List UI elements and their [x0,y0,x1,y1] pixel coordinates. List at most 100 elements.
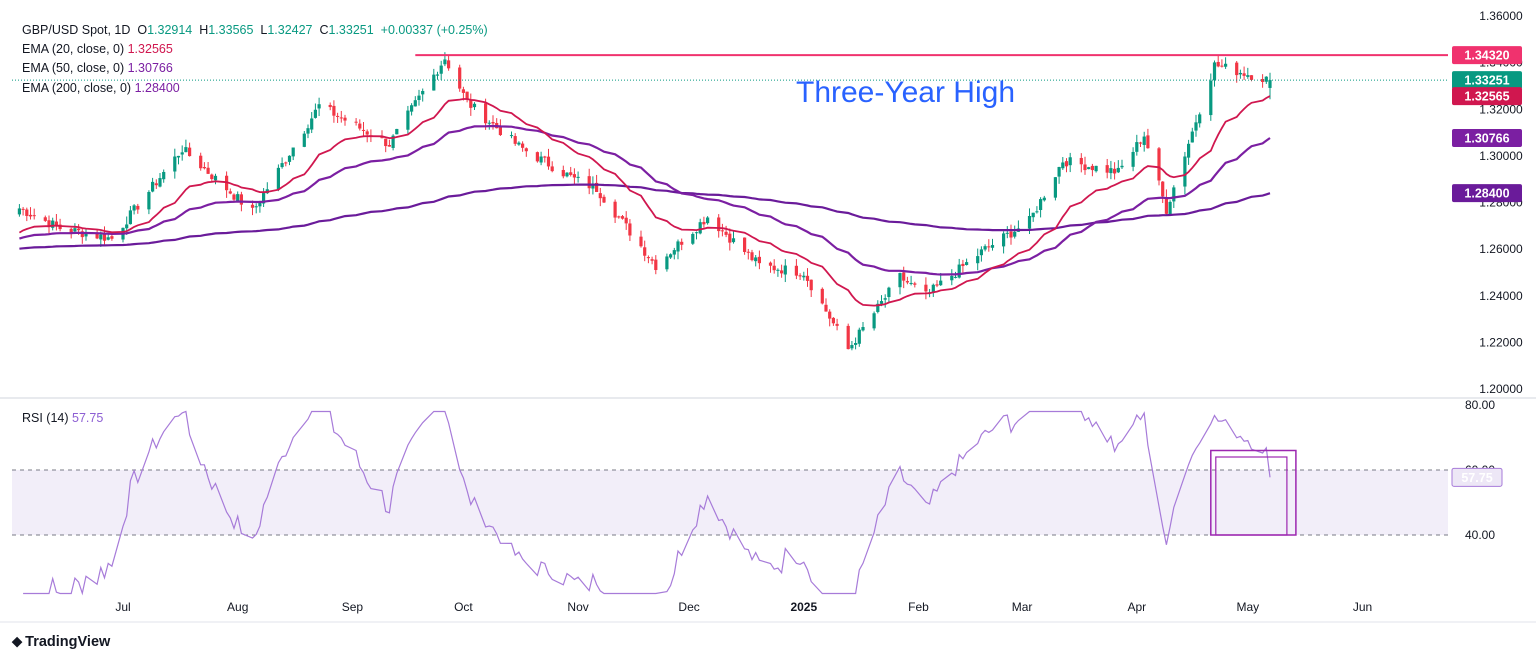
candle[interactable] [332,100,336,123]
candle[interactable] [51,217,55,231]
candle[interactable] [694,231,699,240]
candle[interactable] [1002,231,1006,254]
rsi-line[interactable] [23,410,1271,596]
candle[interactable] [1261,74,1265,88]
candle[interactable] [284,161,288,167]
candle[interactable] [498,119,502,136]
candle[interactable] [1224,57,1228,69]
candle[interactable] [1212,60,1217,87]
candle[interactable] [669,253,673,259]
candle[interactable] [484,98,488,130]
candle[interactable] [546,148,551,170]
candle[interactable] [254,203,258,214]
candle[interactable] [180,145,184,161]
candle[interactable] [931,283,935,297]
candle[interactable] [313,103,317,119]
ema20-line[interactable] [18,95,1271,307]
candle[interactable] [1187,139,1191,165]
legend-ema20[interactable]: EMA (20, close, 0) 1.32565 [22,42,173,56]
candle[interactable] [620,215,625,220]
candle[interactable] [902,266,906,289]
candle[interactable] [1235,61,1239,83]
candle[interactable] [1164,189,1168,216]
candle[interactable] [717,214,721,238]
candle[interactable] [768,261,773,273]
candle[interactable] [731,230,736,244]
candle[interactable] [302,131,306,148]
candle[interactable] [354,118,358,126]
candle[interactable] [672,247,676,260]
candle[interactable] [654,255,658,275]
candle[interactable] [228,188,232,195]
candle[interactable] [1138,141,1143,148]
candle[interactable] [987,239,991,252]
candle[interactable] [225,171,229,198]
candle[interactable] [746,248,750,260]
candle[interactable] [1190,127,1194,143]
candle[interactable] [961,259,965,274]
candle[interactable] [539,151,543,166]
candle[interactable] [1109,160,1113,180]
candle[interactable] [1009,224,1013,245]
candle[interactable] [1068,152,1072,173]
candle[interactable] [1157,147,1161,186]
candle[interactable] [336,112,340,123]
candle[interactable] [199,152,203,171]
candle[interactable] [706,216,710,225]
candle[interactable] [1113,162,1117,180]
candle[interactable] [1135,134,1139,156]
candle[interactable] [780,264,784,278]
candle[interactable] [491,115,495,130]
candle[interactable] [458,64,462,92]
candle[interactable] [617,215,621,219]
candle[interactable] [1116,160,1120,174]
candle[interactable] [628,219,632,242]
candle[interactable] [861,321,865,332]
candle[interactable] [757,250,761,270]
candle[interactable] [1146,128,1150,149]
candle[interactable] [794,259,798,280]
candle[interactable] [317,97,321,117]
candle[interactable] [521,141,525,152]
candle[interactable] [1083,156,1087,175]
legend-ema50[interactable]: EMA (50, close, 0) 1.30766 [22,61,173,75]
rsi-highlight-box-inner[interactable] [1215,456,1288,536]
candle[interactable] [176,155,181,165]
candle[interactable] [950,269,954,286]
candle[interactable] [872,311,876,331]
candle[interactable] [820,287,824,305]
candle[interactable] [487,120,491,130]
candle[interactable] [1087,166,1091,170]
candle[interactable] [680,238,684,251]
candle[interactable] [831,317,835,326]
candle[interactable] [387,139,391,147]
candle[interactable] [835,318,839,331]
candle[interactable] [1057,166,1061,184]
candle[interactable] [898,272,902,295]
candle[interactable] [1079,153,1083,173]
candle[interactable] [1090,163,1094,177]
candle[interactable] [598,187,602,207]
candle[interactable] [957,258,961,279]
candle[interactable] [876,300,880,314]
candle[interactable] [54,214,58,231]
ema200-line[interactable] [19,183,1271,250]
candle[interactable] [343,114,347,126]
candle[interactable] [576,171,580,183]
candle[interactable] [676,239,680,260]
candle[interactable] [1268,72,1272,100]
candle[interactable] [306,124,310,139]
candle[interactable] [280,157,284,169]
candle[interactable] [435,71,440,80]
candle[interactable] [1053,177,1057,201]
tradingview-logo[interactable]: ⬥ TradingView [12,634,110,650]
candle[interactable] [517,141,521,146]
candle[interactable] [913,281,917,288]
candle[interactable] [47,215,51,236]
candle[interactable] [524,147,528,157]
candle[interactable] [1183,151,1187,195]
candle[interactable] [173,148,177,179]
candle[interactable] [543,155,547,163]
candle[interactable] [202,162,206,170]
